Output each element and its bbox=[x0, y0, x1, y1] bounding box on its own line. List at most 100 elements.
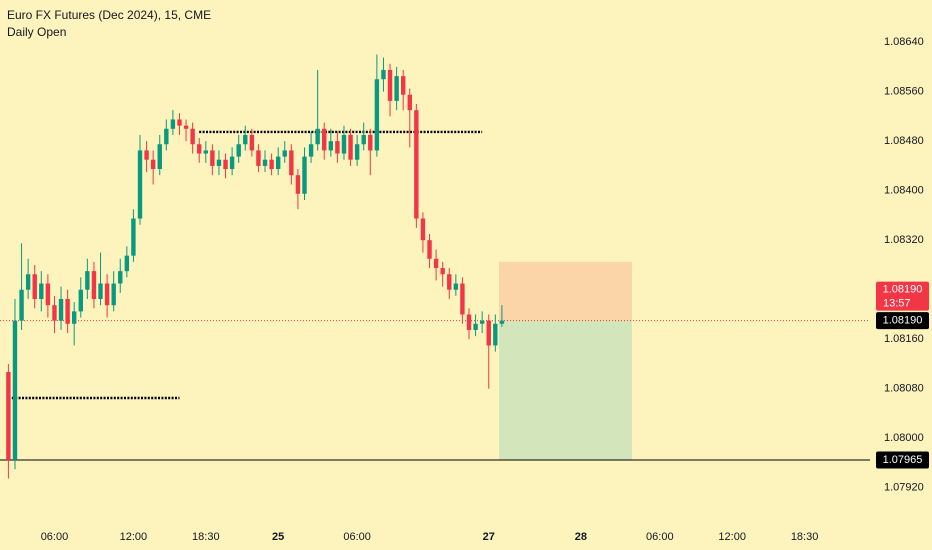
candle-body bbox=[282, 150, 287, 157]
last-price-box bbox=[876, 281, 929, 311]
x-tick-label: 12:00 bbox=[120, 531, 148, 543]
candle-body bbox=[65, 299, 70, 324]
candle-body bbox=[183, 125, 189, 129]
candle-body bbox=[315, 128, 320, 145]
candle-body bbox=[85, 271, 90, 290]
candle-body bbox=[249, 134, 255, 151]
candle-body bbox=[486, 320, 491, 346]
y-tick-label: 1.08560 bbox=[884, 86, 924, 98]
x-tick-label: 28 bbox=[575, 531, 587, 543]
candle-body bbox=[91, 271, 97, 299]
candle-body bbox=[348, 134, 353, 160]
candle-body bbox=[39, 283, 44, 299]
y-tick-label: 1.08480 bbox=[884, 135, 924, 147]
candle-body bbox=[170, 119, 176, 129]
candle-body bbox=[144, 150, 149, 160]
candle-body bbox=[6, 372, 11, 460]
x-tick-label: 12:00 bbox=[718, 531, 746, 543]
candle-body bbox=[447, 274, 452, 290]
candle-body bbox=[433, 258, 439, 269]
candle-body bbox=[216, 159, 222, 166]
last-price-label: 1.08190 bbox=[883, 284, 923, 296]
y-tick-label: 1.08080 bbox=[884, 383, 924, 395]
x-tick-label: 18:30 bbox=[791, 531, 819, 543]
candle-body bbox=[361, 134, 366, 145]
candle-body bbox=[335, 141, 340, 154]
candle-body bbox=[499, 320, 505, 324]
x-tick-label: 18:30 bbox=[192, 531, 220, 543]
candle-body bbox=[387, 69, 393, 101]
candle-body bbox=[236, 144, 241, 157]
candle-body bbox=[229, 156, 235, 169]
indicator-name: Daily Open bbox=[7, 25, 66, 39]
y-tick-label: 1.07920 bbox=[884, 482, 924, 494]
candle-body bbox=[407, 94, 412, 111]
candle-body bbox=[414, 110, 419, 219]
candle-body bbox=[210, 150, 215, 166]
candle-body bbox=[420, 218, 426, 241]
x-tick-label: 27 bbox=[483, 531, 495, 543]
candle-body bbox=[190, 128, 195, 145]
candle-body bbox=[52, 305, 57, 321]
candle-body bbox=[473, 323, 478, 330]
candle-body bbox=[203, 150, 208, 154]
countdown-label: 13:57 bbox=[883, 298, 911, 310]
candle-body bbox=[269, 159, 274, 169]
candle-body bbox=[262, 159, 268, 166]
candle-body bbox=[19, 289, 24, 321]
candle-body bbox=[368, 134, 373, 151]
candle-body bbox=[111, 283, 116, 306]
candle-body bbox=[58, 299, 64, 321]
candle-body bbox=[289, 150, 294, 176]
y-tick-label: 1.08000 bbox=[884, 432, 924, 444]
candle-body bbox=[223, 159, 228, 169]
candle-body bbox=[322, 128, 327, 151]
y-tick-label: 1.08160 bbox=[884, 333, 924, 345]
candle-body bbox=[137, 150, 143, 219]
target-zone bbox=[499, 320, 632, 460]
candle-body bbox=[124, 255, 130, 272]
candle-body bbox=[164, 128, 169, 145]
candle-body bbox=[493, 323, 498, 346]
candle-body bbox=[381, 69, 386, 80]
candle-body bbox=[157, 144, 162, 169]
candle-body bbox=[460, 283, 465, 315]
x-tick-label: 06:00 bbox=[646, 531, 674, 543]
x-tick-label: 06:00 bbox=[41, 531, 69, 543]
candle-body bbox=[440, 268, 445, 275]
horizontal-line-label: 1.07965 bbox=[883, 454, 923, 466]
candle-body bbox=[118, 271, 123, 284]
candle-body bbox=[466, 314, 472, 330]
candle-body bbox=[177, 119, 182, 126]
candle-body bbox=[275, 156, 281, 169]
candle-body bbox=[197, 144, 202, 154]
entry-label: 1.08190 bbox=[883, 315, 923, 327]
candle-body bbox=[150, 159, 156, 169]
stop-zone bbox=[499, 261, 632, 321]
candle-body bbox=[78, 289, 83, 312]
candle-body bbox=[104, 283, 110, 306]
candle-body bbox=[243, 134, 248, 145]
candle-body bbox=[256, 150, 261, 166]
y-tick-label: 1.08640 bbox=[884, 36, 924, 48]
candle-body bbox=[72, 311, 77, 324]
y-tick-label: 1.08400 bbox=[884, 185, 924, 197]
candle-body bbox=[32, 274, 37, 299]
candle-body bbox=[401, 76, 406, 95]
candle-body bbox=[45, 283, 51, 306]
chart-title: Euro FX Futures (Dec 2024), 15, CME bbox=[7, 8, 211, 22]
candle-body bbox=[354, 144, 360, 160]
plot-area bbox=[0, 54, 870, 479]
candle-body bbox=[394, 76, 399, 101]
candle-body bbox=[12, 320, 18, 460]
candle-body bbox=[479, 320, 485, 324]
candle-body bbox=[374, 79, 380, 151]
daily-open-line bbox=[8, 130, 483, 400]
candle-body bbox=[131, 218, 136, 256]
candle-body bbox=[427, 240, 432, 259]
candle-body bbox=[302, 156, 307, 194]
candle-body bbox=[98, 283, 103, 299]
